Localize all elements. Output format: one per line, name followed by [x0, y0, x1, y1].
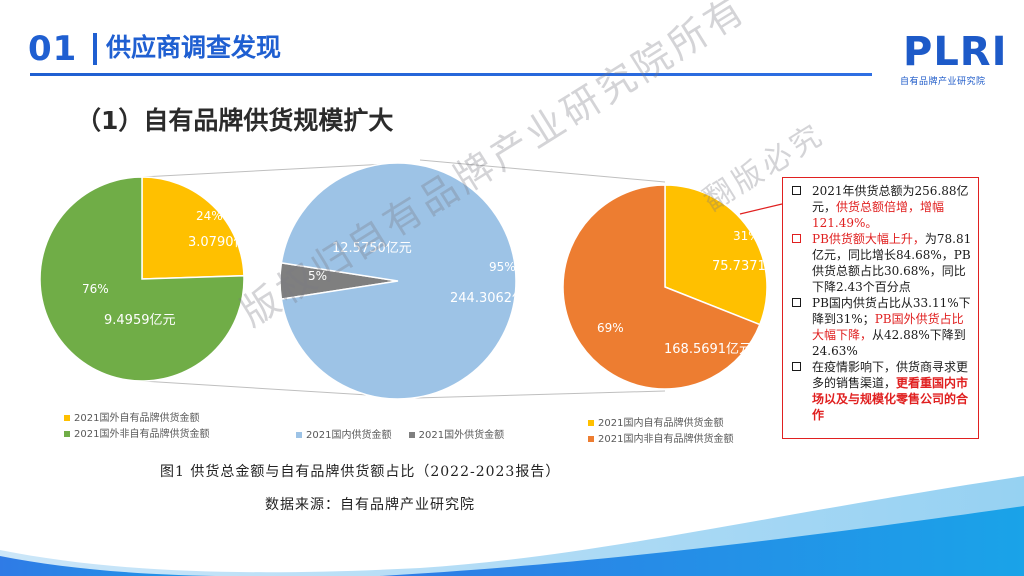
header-rule [30, 73, 872, 76]
slice-value-label: 12.5750亿元 [332, 241, 412, 256]
finding-item: 2021年供货总额为256.88亿元，供货总额倍增，增幅121.49%。 [790, 183, 972, 231]
legend-middle: 2021国内供货金额 2021国外供货金额 [296, 428, 504, 444]
slice-percent-label: 69% [597, 321, 624, 335]
slice-percent-label: 5% [308, 269, 327, 283]
legend-item: 2021国外非自有品牌供货金额 [64, 427, 209, 443]
pie-slice [664, 184, 768, 326]
findings-box: 2021年供货总额为256.88亿元，供货总额倍增，增幅121.49%。 PB供… [782, 177, 979, 439]
slice-value-label: 75.7371亿元 [712, 259, 792, 274]
checkbox-bullet-icon [792, 298, 801, 307]
figure-caption: 图1 供货总金额与自有品牌供货额占比（2022-2023报告） [160, 464, 561, 480]
slice-value-label: 244.3062亿元 [450, 291, 538, 306]
legend-item: 2021国内供货金额 [296, 430, 391, 441]
legend-item: 2021国内非自有品牌供货金额 [588, 432, 733, 448]
section-title: （1）自有品牌供货规模扩大 [76, 106, 394, 135]
pie-right: 31% 75.7371亿元 69% 168.5691亿元 [562, 184, 792, 390]
pie-slice [562, 184, 761, 390]
legend-item: 2021国外自有品牌供货金额 [64, 411, 209, 427]
pie-slice [141, 176, 245, 280]
slice-percent-label: 95% [489, 260, 516, 274]
pie-left: 24% 3.0790亿元 76% 9.4959亿元 [39, 176, 260, 382]
slice-value-label: 168.5691亿元 [664, 342, 752, 357]
pie-slice [39, 176, 245, 382]
pie-middle: 95% 244.3062亿元 5% 12.5750亿元 [279, 162, 538, 400]
header-divider [93, 33, 97, 65]
connector-line-top-left [141, 162, 406, 178]
legend-item: 2021国外供货金额 [408, 430, 504, 441]
checkbox-bullet-icon [792, 362, 801, 371]
checkbox-bullet-icon [792, 186, 801, 195]
bottom-wave-decoration [0, 476, 1024, 576]
connector-line-bottom-right [414, 390, 666, 399]
finding-item: PB国内供货占比从33.11%下降到31%；PB国外供货占比大幅下降，从42.8… [790, 295, 972, 359]
slice-percent-label: 24% [196, 209, 223, 223]
pie-slice [280, 162, 517, 400]
section-number: 01 [28, 29, 78, 69]
slice-value-label: 3.0790亿元 [188, 235, 260, 250]
legend-left: 2021国外自有品牌供货金额 2021国外非自有品牌供货金额 [64, 411, 209, 443]
connector-line-bottom-left [141, 380, 401, 398]
checkbox-bullet-icon [792, 234, 801, 243]
legend-right: 2021国内自有品牌供货金额 2021国内非自有品牌供货金额 [588, 416, 733, 448]
callout-line [739, 203, 783, 215]
finding-item: PB供货额大幅上升，为78.81亿元，同比增长84.68%，PB供货总额占比30… [790, 231, 972, 295]
plri-logo: PLRI [903, 29, 1008, 75]
logo-subtitle: 自有品牌产业研究院 [900, 77, 986, 87]
slice-percent-label: 31% [733, 229, 760, 243]
connector-line-top-right [419, 159, 666, 183]
finding-item: 在疫情影响下，供货商寻求更多的销售渠道，更看重国内市场以及与规模化零售公司的合作 [790, 359, 972, 423]
page-title: 供应商调查发现 [106, 33, 282, 62]
slice-value-label: 9.4959亿元 [104, 313, 176, 328]
slice-percent-label: 76% [82, 282, 109, 296]
data-source: 数据来源：自有品牌产业研究院 [265, 497, 475, 513]
legend-item: 2021国内自有品牌供货金额 [588, 416, 733, 432]
